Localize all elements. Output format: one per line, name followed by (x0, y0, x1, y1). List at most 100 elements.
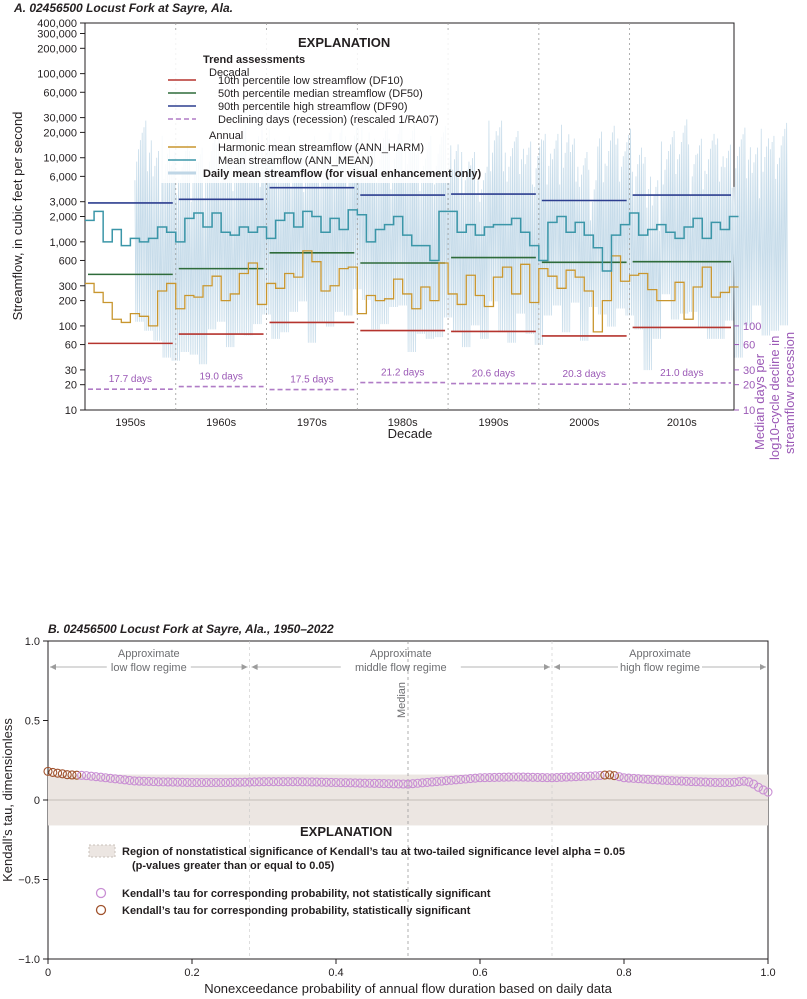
recession-label: 20.3 days (563, 369, 606, 380)
tau-point-significant (605, 770, 615, 780)
tau-point (173, 777, 183, 787)
tau-point (273, 777, 283, 787)
tau-point (177, 777, 187, 787)
panel-b-explanation: EXPLANATION Region of nonstatistical sig… (88, 824, 625, 917)
tau-point (259, 777, 269, 787)
tau-point (264, 777, 274, 787)
regime-arrowhead-left (554, 664, 560, 670)
y2-tick-label: 30 (743, 365, 755, 377)
y-tick-label: 200 (59, 296, 77, 308)
tau-point (317, 777, 327, 787)
tau-point (288, 777, 298, 787)
tau-point (240, 777, 250, 787)
legend-trend-header: Trend assessments (203, 54, 305, 66)
tau-point (499, 772, 509, 782)
tau-point (624, 773, 634, 783)
tau-point (163, 777, 173, 787)
tau-point (149, 777, 159, 787)
panel-b-legend-title: EXPLANATION (300, 824, 392, 839)
tau-point (187, 777, 197, 788)
tau-point-significant (43, 766, 53, 776)
legend-label: 50th percentile median streamflow (DF50) (218, 88, 423, 100)
tau-point (619, 773, 629, 783)
legend-significant-label: Kendall’s tau for corresponding probabil… (122, 905, 471, 917)
tau-point (653, 775, 663, 785)
tau-point (105, 773, 115, 783)
panel-b-guides: Median (249, 641, 553, 959)
x-tick-label: 1.0 (760, 967, 775, 979)
tau-point (312, 777, 322, 787)
tau-point (528, 772, 538, 782)
tau-point (384, 779, 394, 789)
tau-point (494, 772, 504, 782)
y-tick-label: 400,000 (37, 18, 77, 30)
regime-arrowhead-left (251, 664, 258, 670)
panel-a-x-axis: 1950s 1960s 1970s 1980s 1990s 2000s 2010s (115, 417, 697, 429)
tau-point (336, 778, 346, 788)
tau-point (379, 779, 389, 789)
y2-tick-label: 10 (743, 405, 755, 417)
y-tick-label: 300 (59, 281, 77, 293)
legend-label: Mean streamflow (ANN_MEAN) (218, 155, 373, 167)
tau-point (657, 775, 667, 785)
tau-point (283, 777, 293, 787)
y-tick-label: 1.0 (25, 636, 40, 648)
tau-point (701, 777, 711, 787)
tau-point (134, 776, 144, 786)
regime-label-line-2: middle flow regime (355, 662, 447, 674)
tau-point (96, 772, 106, 782)
tau-point (705, 777, 715, 787)
y-tick-label: 30,000 (43, 113, 77, 125)
tau-point (81, 771, 91, 781)
tau-point (297, 777, 307, 787)
tau-point (278, 777, 288, 787)
regime-label-line-2: low flow regime (111, 662, 187, 674)
tau-point (672, 776, 682, 786)
regime-label-line-1: Approximate (118, 648, 180, 660)
tau-point-significant (57, 769, 67, 779)
median-label: Median (396, 682, 408, 718)
y-tick-label: 6,000 (49, 171, 77, 183)
tau-point (638, 774, 648, 784)
panel-a-y-axis-label: Streamflow, in cubic feet per second (10, 112, 25, 321)
y2-label-line-2: log10-cycle decline in (767, 336, 782, 460)
tau-point (446, 775, 456, 785)
panel-a-title: A. 02456500 Locust Fork at Sayre, Ala. (13, 1, 233, 15)
x-tick-label: 0.2 (184, 967, 199, 979)
tau-point (403, 779, 413, 789)
legend-decadal-header: Decadal (209, 67, 249, 79)
tau-point (125, 775, 135, 785)
y2-tick-label: 20 (743, 380, 755, 392)
panel-b-x-axis-label: Nonexceedance probability of annual flow… (204, 981, 612, 996)
tau-point (590, 771, 600, 781)
tau-point (715, 777, 725, 788)
tau-point (115, 774, 125, 784)
recession-label: 21.2 days (381, 368, 424, 379)
legend-label: Daily mean streamflow (for visual enhanc… (203, 168, 481, 180)
tau-point (667, 776, 677, 786)
tau-point (350, 778, 360, 788)
y2-tick-label: 100 (743, 321, 761, 333)
y-tick-label: 60,000 (43, 87, 77, 99)
tau-point (437, 776, 447, 786)
tau-point (595, 770, 605, 781)
y2-label-line-3: streamflow recession (782, 332, 797, 454)
regime-label-line-1: Approximate (370, 648, 432, 660)
tau-point (561, 772, 571, 782)
legend-significant-marker (95, 904, 107, 916)
y-tick-label: 300,000 (37, 29, 77, 41)
y-tick-label: 200,000 (37, 43, 77, 55)
tau-point (739, 776, 749, 786)
y-tick-label: 1,000 (49, 237, 77, 249)
legend-region-line-1: Region of nonstatistical significance of… (122, 846, 625, 858)
legend-label: 10th percentile low streamflow (DF10) (218, 75, 403, 87)
tau-point (729, 777, 739, 787)
tau-point (758, 785, 768, 795)
tau-point (557, 772, 567, 782)
x-tick-label: 1990s (478, 417, 508, 429)
tau-point (720, 777, 730, 788)
tau-point (201, 777, 211, 788)
tau-point (533, 772, 543, 782)
panel-a-secondary-axis-label: Median days per log10-cycle decline in s… (752, 332, 797, 460)
tau-point (489, 772, 499, 782)
